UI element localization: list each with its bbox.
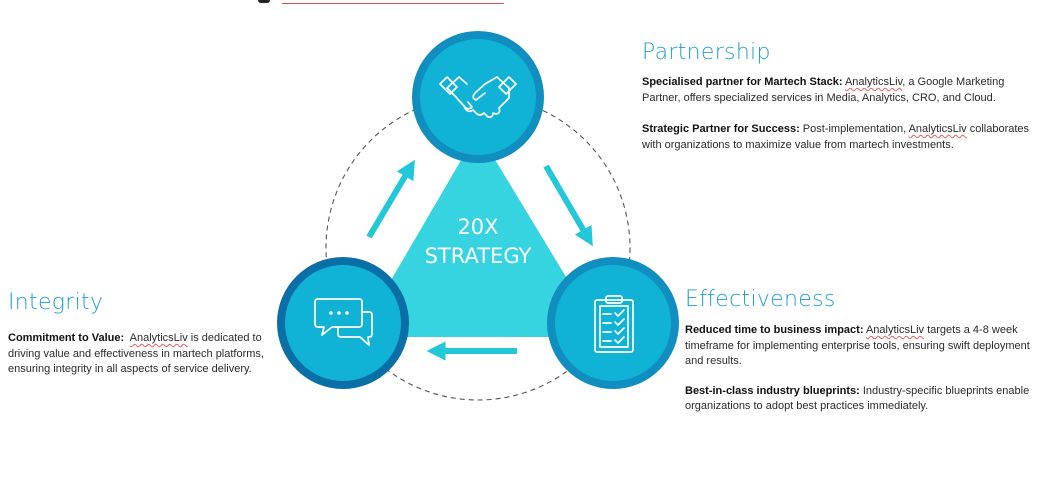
cropped-header-remnant [0, 0, 1046, 8]
partnership-item-1-text: , a Google Marketing Partner, offers spe… [642, 76, 1005, 104]
center-label-line1: 20X [457, 215, 498, 239]
handshake-icon [439, 76, 517, 119]
brand-name: AnalyticsLiv [865, 324, 925, 336]
effectiveness-item-1: Reduced time to business impact: Analyti… [685, 323, 1030, 370]
integrity-section: Integrity Commitment to Value: Analytics… [8, 290, 273, 378]
partnership-item-1-heading: Specialised partner for Martech Stack: [642, 76, 843, 88]
effectiveness-item-1-text: targets a 4-8 week timeframe for impleme… [685, 324, 1030, 367]
partnership-item-2: Strategic Partner for Success: Post-impl… [642, 122, 1032, 153]
integrity-node [277, 257, 409, 389]
integrity-item-1: Commitment to Value: AnalyticsLiv is ded… [8, 331, 273, 378]
brand-name: AnalyticsLiv [908, 123, 967, 135]
effectiveness-node [547, 257, 679, 389]
effectiveness-item-2-heading: Best-in-class industry blueprints: [685, 384, 860, 397]
chat-bubbles-icon [314, 298, 373, 346]
partnership-section: Partnership Specialised partner for Mart… [642, 40, 1032, 153]
effectiveness-item-2: Best-in-class industry blueprints: Indus… [685, 384, 1030, 415]
cropped-header-glyph [258, 0, 270, 3]
partnership-item-2-text: collaborates with organizations to maxim… [642, 123, 1030, 151]
effectiveness-title: Effectiveness [685, 287, 836, 312]
integrity-title: Integrity [8, 290, 104, 315]
effectiveness-item-1-heading: Reduced time to business impact: [685, 324, 864, 336]
arrow-top-to-right [543, 164, 593, 247]
arrow-left-to-top [366, 159, 415, 239]
effectiveness-item-2-text: Industry-specific blueprints enable orga… [685, 384, 1030, 413]
integrity-item-1-heading: Commitment to Value: [8, 332, 125, 344]
partnership-node [412, 31, 544, 163]
effectiveness-section: Effectiveness Reduced time to business i… [685, 287, 1030, 415]
partnership-title: Partnership [642, 40, 771, 65]
brand-name: AnalyticsLiv [129, 332, 188, 344]
cropped-header-underline [282, 0, 504, 4]
partnership-item-2-pre: Post-implementation, [802, 123, 907, 135]
integrity-item-1-text: is dedicated to driving value and effect… [8, 332, 264, 375]
brand-name: AnalyticsLiv [844, 76, 903, 88]
center-triangle [363, 138, 597, 337]
partnership-item-1: Specialised partner for Martech Stack: A… [642, 75, 1032, 106]
clipboard-checklist-icon [594, 295, 634, 353]
partnership-item-2-heading: Strategic Partner for Success: [642, 123, 800, 135]
center-label-line2: STRATEGY [425, 244, 532, 268]
